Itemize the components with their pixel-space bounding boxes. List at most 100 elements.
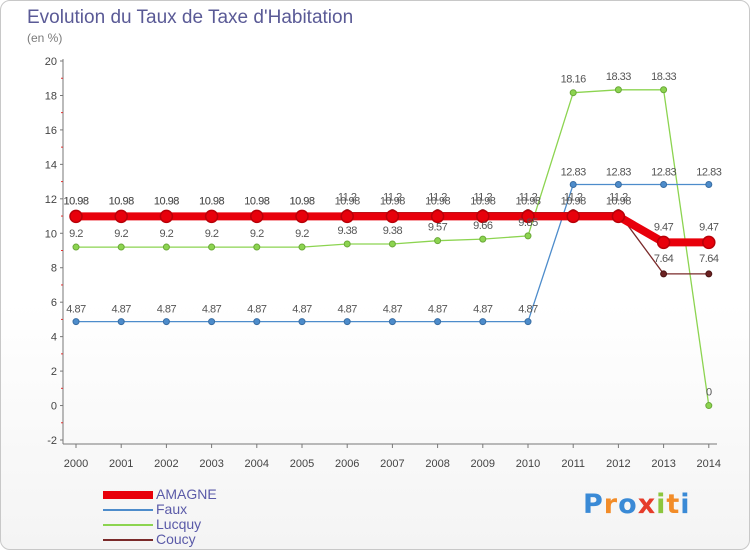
legend-swatch (103, 509, 153, 511)
series-lines (72, 89, 713, 407)
data-label: 18.33 (651, 71, 676, 83)
data-label: 7.64 (699, 253, 719, 265)
data-point (343, 240, 351, 248)
data-point (295, 209, 309, 224)
data-label: 9.2 (295, 228, 309, 240)
x-tick-label: 2014 (697, 458, 721, 470)
data-point (69, 209, 83, 224)
data-point (569, 89, 577, 97)
data-label: 9.47 (699, 221, 719, 233)
legend-label: Faux (156, 501, 188, 517)
data-label: 10.98 (109, 195, 134, 207)
data-label: 4.87 (247, 304, 267, 316)
legend-swatch (103, 524, 153, 526)
data-label: 18.16 (561, 74, 586, 86)
x-tick-label: 2011 (561, 458, 585, 470)
data-label: 9.2 (69, 228, 83, 240)
data-label: 10.98 (425, 195, 450, 207)
data-point (162, 243, 170, 251)
data-label: 10.98 (109, 195, 134, 207)
data-labels: 9.2 9.2 9.2 9.2 9.2 9.2 9.38 9.38 9.57 9.66 9.85 18… (63, 71, 722, 399)
x-tick-label: 2008 (425, 458, 449, 470)
data-label: 10.98 (63, 195, 88, 207)
data-label: 18.33 (606, 71, 631, 83)
logo-letter: r (603, 489, 619, 520)
legend-item-faux: Faux (103, 501, 303, 517)
legend: AMAGNE Faux Lucquy Coucy (103, 486, 303, 547)
data-label: 12.83 (561, 167, 586, 179)
data-label: 10.98 (380, 195, 405, 207)
data-point (524, 232, 532, 240)
data-label: 9.38 (337, 225, 357, 237)
logo-letter: o (618, 489, 638, 520)
data-label: 4.87 (111, 304, 131, 316)
logo-letter: i (656, 489, 667, 520)
data-label: 11.2 (609, 192, 628, 204)
logo-letter: i (680, 489, 691, 520)
y-tick-label: 12 (45, 194, 57, 206)
data-point (298, 318, 306, 326)
data-point (72, 318, 80, 326)
data-label: 10.98 (335, 195, 360, 207)
data-point (524, 318, 532, 326)
data-label: 10.98 (244, 195, 269, 207)
data-label: 11.2 (428, 192, 447, 204)
y-tick-label: 20 (45, 56, 57, 68)
data-point (388, 240, 396, 248)
data-label: 7.64 (654, 253, 674, 265)
data-label: 10.98 (154, 195, 179, 207)
data-label: 4.87 (518, 304, 538, 316)
data-point (159, 209, 174, 224)
data-label: 10.98 (154, 195, 179, 207)
data-point (72, 243, 80, 251)
legend-swatch (103, 539, 153, 541)
x-tick-label: 2004 (245, 458, 269, 470)
legend-item-amagne: AMAGNE (103, 486, 303, 502)
data-point (566, 209, 580, 224)
data-label: 10.98 (244, 195, 269, 207)
data-label: 9.38 (383, 225, 403, 237)
data-point (117, 243, 125, 251)
x-tick-label: 2000 (64, 458, 88, 470)
y-tick-label: 6 (51, 297, 57, 309)
data-point (298, 243, 306, 251)
data-label: 4.87 (473, 304, 493, 316)
data-label: 9.2 (250, 228, 264, 240)
data-point (660, 181, 668, 189)
y-tick-label: 2 (51, 366, 57, 378)
data-label: 9.47 (654, 221, 674, 233)
data-label: 10.98 (199, 195, 224, 207)
x-tick-label: 2001 (109, 458, 133, 470)
y-tick-label: -2 (47, 435, 57, 447)
data-label: 9.85 (518, 217, 538, 229)
data-label: 0 (706, 387, 712, 399)
data-label: 10.98 (470, 195, 495, 207)
y-tick-label: 18 (45, 90, 57, 102)
series-points (69, 86, 716, 410)
data-label: 10.98 (289, 195, 314, 207)
x-tick-label: 2009 (471, 458, 495, 470)
data-label: 9.57 (428, 222, 448, 234)
data-point (705, 402, 713, 410)
x-tick-label: 2010 (516, 458, 540, 470)
data-point (521, 209, 535, 224)
x-tick-label: 2006 (335, 458, 359, 470)
data-label: 9.2 (205, 228, 219, 240)
data-point (434, 237, 442, 245)
logo-letter: x (637, 489, 657, 520)
legend-item-coucy: Coucy (103, 531, 303, 547)
data-label: 10.98 (199, 195, 224, 207)
data-point (660, 270, 668, 278)
data-point (340, 209, 354, 224)
data-point (656, 235, 671, 250)
x-tick-label: 2007 (380, 458, 404, 470)
data-label: 11.2 (564, 192, 583, 204)
data-point (208, 243, 216, 251)
legend-item-lucquy: Lucquy (103, 516, 303, 532)
data-label: 10.98 (606, 195, 631, 207)
legend-label: AMAGNE (156, 486, 217, 502)
data-point (614, 181, 622, 189)
data-point (430, 209, 445, 224)
data-label: 4.87 (292, 304, 312, 316)
